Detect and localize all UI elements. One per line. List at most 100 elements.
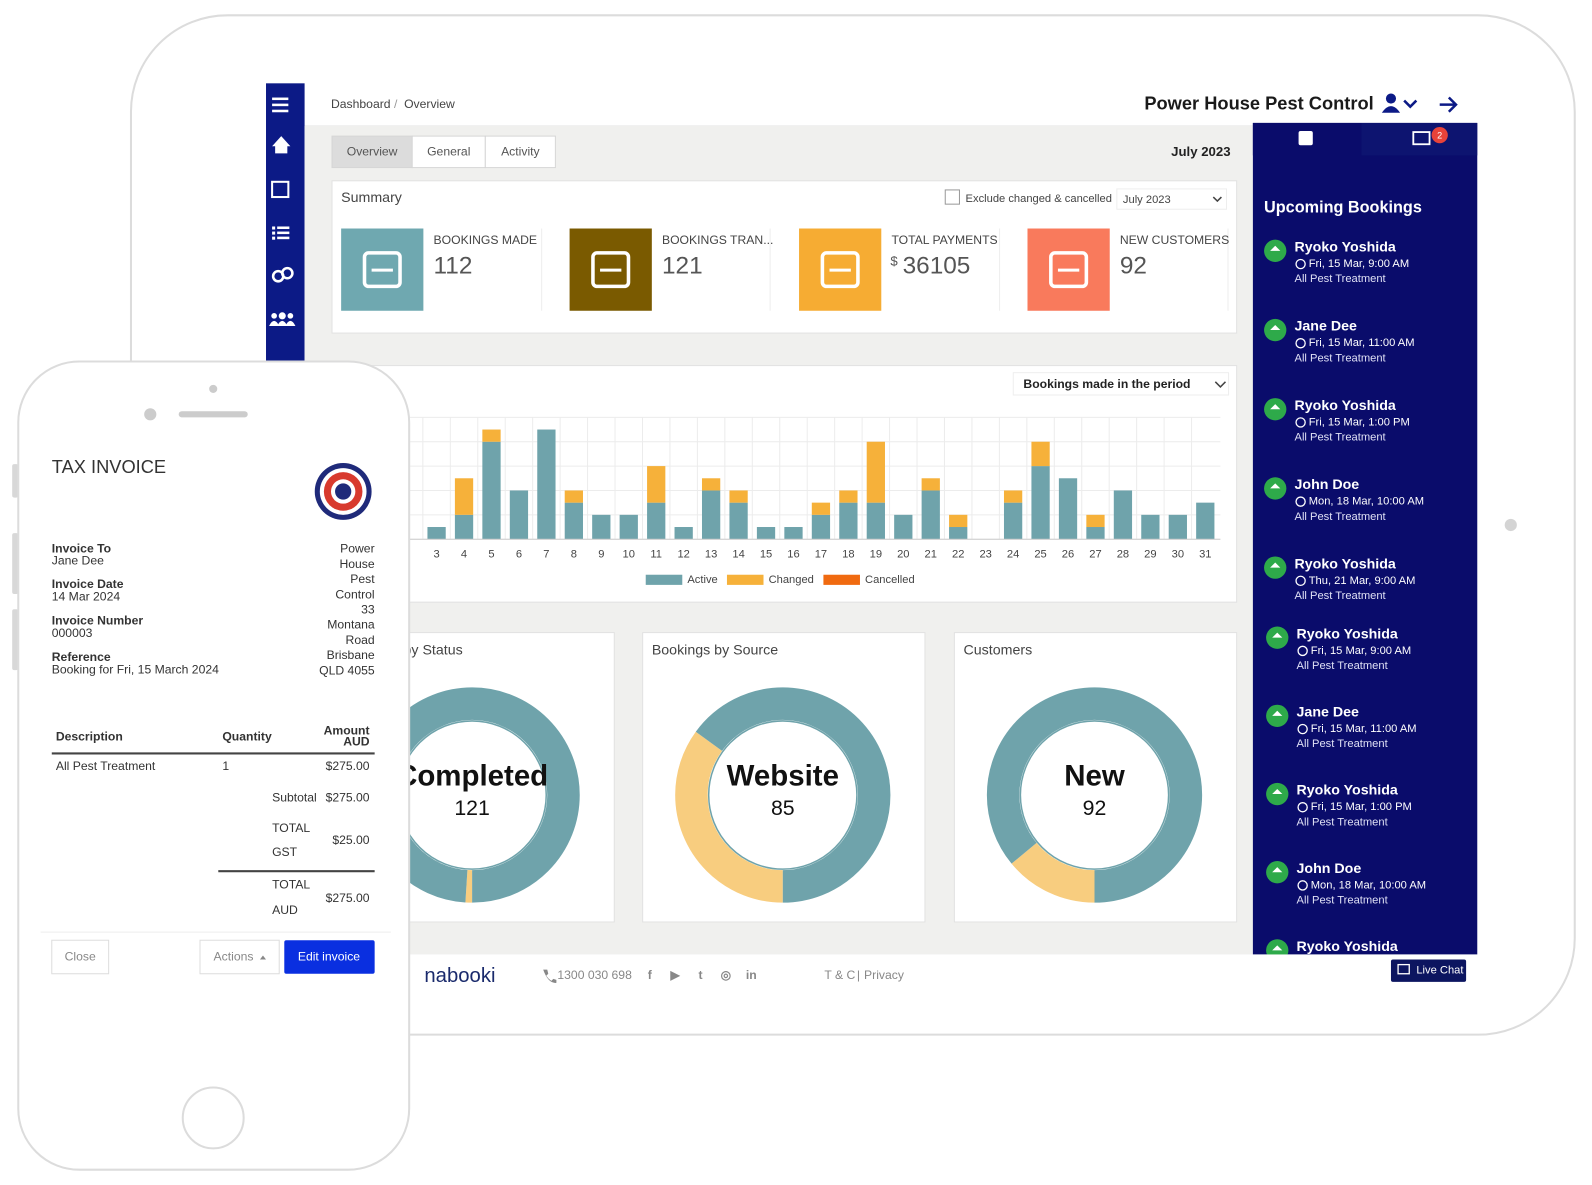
calendar-icon[interactable] [271,180,290,199]
bar [1031,466,1050,540]
actions-button[interactable] [199,939,280,975]
social-icon[interactable]: in [746,968,757,982]
booking-time: Fri, 15 Mar, 11:00 AM [1309,337,1415,349]
calendar-tab-icon[interactable] [1298,131,1313,146]
invoice-field-label: Invoice Number [52,614,144,628]
booking-name[interactable]: Ryoko Yoshida [1297,626,1398,642]
tab[interactable] [331,135,413,169]
company-name: Power House Pest Control [1144,92,1373,113]
bar [701,490,721,540]
footer-brand[interactable]: nabooki [424,965,495,987]
booking-service: All Pest Treatment [1297,895,1389,907]
home-icon[interactable] [272,136,291,154]
period-select[interactable] [1116,188,1227,210]
top-bar [304,81,1478,126]
tab[interactable] [411,135,486,169]
phone-icon [543,969,557,983]
user-icon[interactable] [1385,93,1397,104]
booking-icon [1270,483,1281,489]
stat-label: BOOKINGS TRAN... [662,233,773,247]
mail-tab-icon[interactable] [1412,131,1431,146]
donut-inner-ring [707,720,858,870]
bar [1003,490,1023,503]
filter-label[interactable]: Exclude changed & cancelled [966,193,1112,205]
social-icon[interactable]: t [699,968,703,982]
actions-button-label[interactable]: Actions [214,950,254,964]
donut-value: 121 [454,796,490,820]
footer-link[interactable]: T & C [824,968,855,982]
stat-icon [362,251,402,289]
invoice-address: Power [340,542,375,556]
bar [756,527,776,540]
booking-icon[interactable] [1266,704,1289,728]
x-tick-label: 4 [461,548,467,560]
legend-swatch [726,574,764,585]
chart-select[interactable] [1012,372,1230,396]
booking-time: Thu, 21 Mar, 9:00 AM [1309,575,1416,587]
phone-camera [209,384,218,393]
phone-speaker [178,411,248,418]
booking-name[interactable]: Ryoko Yoshida [1297,783,1398,799]
chart-select-value[interactable]: Bookings made in the period [1023,377,1190,391]
bar [509,490,529,540]
bar [729,502,748,540]
bar [839,490,858,503]
actions-caret [259,955,267,960]
booking-name[interactable]: Ryoko Yoshida [1295,556,1396,572]
footer-link[interactable]: Privacy [864,968,905,982]
x-tick-label: 24 [1007,548,1019,560]
social-icon[interactable]: ◎ [721,968,732,982]
bar [1141,514,1160,540]
booking-name[interactable]: John Doe [1295,477,1360,493]
subtotal-label: Subtotal [272,790,317,804]
booking-time: Fri, 15 Mar, 9:00 AM [1309,258,1409,270]
x-tick-label: 8 [571,548,577,560]
social-icon[interactable]: f [648,968,653,982]
clock-icon [1297,723,1308,735]
booking-name[interactable]: Jane Dee [1297,705,1359,721]
stat-sep [769,228,771,311]
bar [537,429,556,540]
bar [482,429,501,442]
phone-home-button[interactable] [181,1086,245,1150]
booking-service: All Pest Treatment [1295,352,1387,364]
legend-swatch [645,574,683,585]
social-icon[interactable]: ▶ [669,968,680,982]
booking-name[interactable]: Ryoko Yoshida [1295,240,1396,256]
booking-name[interactable]: Ryoko Yoshida [1297,939,1398,955]
x-tick-label: 27 [1089,548,1101,560]
x-tick-label: 12 [677,548,689,560]
booking-name[interactable]: John Doe [1297,861,1362,877]
tab-label[interactable]: General [427,145,470,159]
bar [1086,514,1105,528]
tab-label[interactable]: Overview [347,145,398,159]
invoice-address: House [339,557,374,571]
invoice-address: Control [335,587,374,601]
bar [784,527,803,540]
close-button[interactable] [51,939,110,975]
edit-invoice-button[interactable] [284,940,375,974]
table-header: AUD [343,734,370,748]
x-tick-label: 11 [650,548,662,560]
bar [866,502,885,540]
x-tick-label: 16 [787,548,799,560]
edit-invoice-label[interactable]: Edit invoice [298,950,360,964]
close-button-label[interactable]: Close [65,950,96,964]
x-tick-label: 25 [1034,548,1046,560]
table-cell: 1 [222,759,229,773]
booking-name[interactable]: Jane Dee [1295,319,1357,335]
notification-count: 2 [1437,131,1442,141]
tab-label[interactable]: Activity [501,145,540,159]
breadcrumb[interactable]: Dashboard [331,97,391,111]
live-chat-label[interactable]: Live Chat [1416,965,1464,977]
logout-arrow[interactable] [1439,96,1458,113]
booking-name[interactable]: Ryoko Yoshida [1295,398,1396,414]
total-label: TOTAL [272,878,310,892]
booking-service: All Pest Treatment [1295,590,1387,602]
booking-icon [1272,632,1283,638]
bar [839,502,858,540]
select-chevron [1214,381,1227,388]
tab[interactable] [484,135,556,169]
clock-icon [1295,575,1306,587]
checkbox[interactable] [944,189,960,205]
